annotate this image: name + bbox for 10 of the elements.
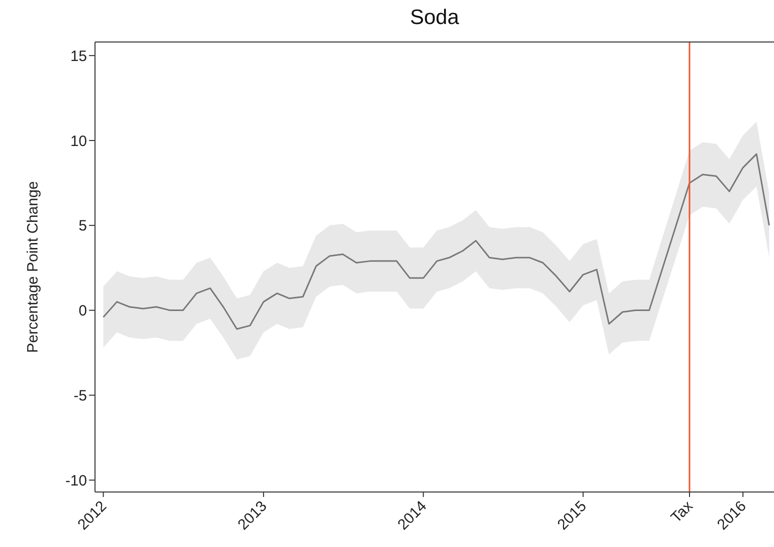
ref-line-label: Tax — [668, 497, 697, 526]
y-tick-label: 15 — [70, 48, 87, 65]
y-tick-label: 10 — [70, 132, 87, 150]
y-tick-label: -5 — [74, 388, 87, 405]
y-tick-label: 5 — [78, 218, 87, 235]
chart-title: Soda — [408, 6, 460, 30]
y-tick-label: -10 — [65, 472, 87, 490]
y-axis-title: Percentage Point Change — [24, 181, 42, 353]
y-tick-label: 0 — [78, 302, 87, 320]
line-series — [102, 153, 770, 330]
